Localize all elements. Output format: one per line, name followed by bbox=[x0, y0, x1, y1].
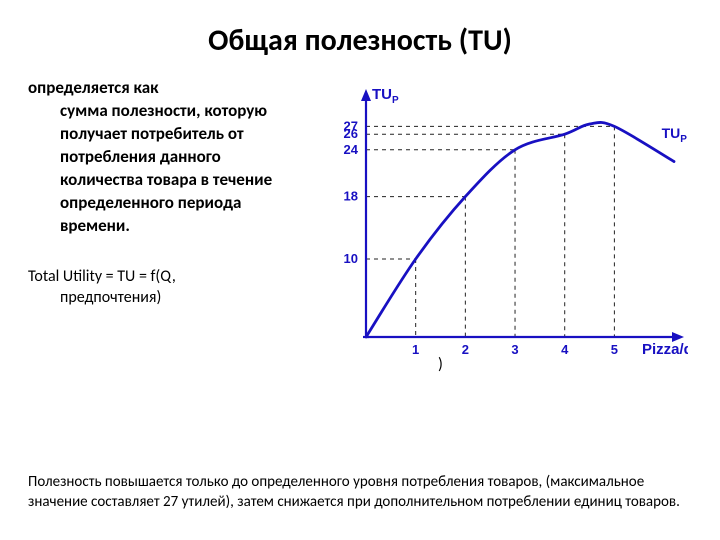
right-column: 123451018242627TUPPizza/dayTUP ) bbox=[308, 77, 692, 367]
utility-chart: 123451018242627TUPPizza/dayTUP bbox=[308, 77, 688, 367]
definition-text: определяется как сумма полезности, котор… bbox=[28, 77, 298, 238]
svg-text:1: 1 bbox=[412, 342, 419, 357]
footer-text: Полезность повышается только до определе… bbox=[28, 472, 692, 513]
stray-paren: ) bbox=[438, 355, 443, 374]
svg-text:27: 27 bbox=[344, 118, 358, 133]
svg-text:18: 18 bbox=[344, 189, 358, 204]
definition-first: определяется как bbox=[28, 77, 159, 98]
svg-text:TUP: TUP bbox=[372, 86, 399, 106]
svg-text:24: 24 bbox=[344, 142, 359, 157]
formula-line2: предпочтения) bbox=[28, 287, 298, 309]
formula-text: Total Utility = TU = f(Q, предпочтения) bbox=[28, 266, 298, 309]
slide: Общая полезность (TU) определяется как с… bbox=[0, 0, 720, 540]
body-row: определяется как сумма полезности, котор… bbox=[28, 77, 692, 367]
formula-line1: Total Utility = TU = f(Q, bbox=[28, 267, 176, 286]
svg-text:TUP: TUP bbox=[662, 125, 688, 145]
svg-text:2: 2 bbox=[462, 342, 469, 357]
svg-text:5: 5 bbox=[611, 342, 618, 357]
definition-rest: сумма полезности, которую получает потре… bbox=[28, 100, 298, 238]
svg-text:Pizza/day: Pizza/day bbox=[642, 341, 688, 358]
svg-text:3: 3 bbox=[511, 342, 518, 357]
left-column: определяется как сумма полезности, котор… bbox=[28, 77, 298, 367]
slide-title: Общая полезность (TU) bbox=[28, 22, 692, 59]
svg-text:4: 4 bbox=[561, 342, 569, 357]
svg-text:10: 10 bbox=[344, 251, 358, 266]
